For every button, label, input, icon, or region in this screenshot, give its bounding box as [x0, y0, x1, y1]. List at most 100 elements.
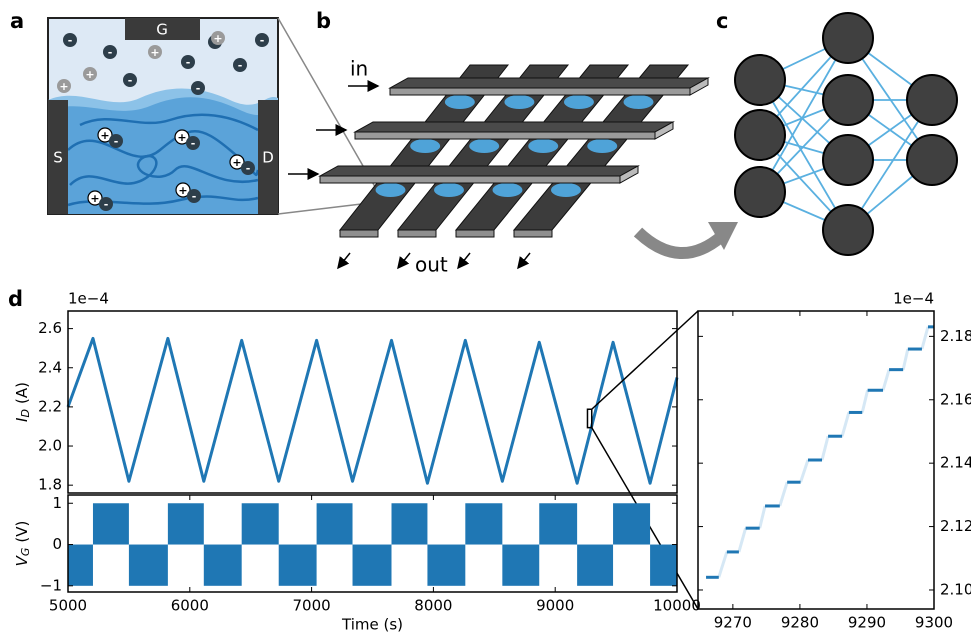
- memristor: [551, 183, 581, 197]
- ion-sign: +: [213, 32, 222, 45]
- neuron: [823, 135, 873, 185]
- gate-pulse: [502, 545, 539, 586]
- y-tick-label: 2.16: [940, 390, 971, 408]
- unit: (A): [13, 382, 31, 404]
- gate-pulse: [317, 503, 353, 544]
- memristor: [469, 139, 499, 153]
- neuron: [907, 135, 957, 185]
- memristor: [504, 95, 534, 109]
- connector: [780, 482, 787, 506]
- memristor: [624, 95, 654, 109]
- ion-sign: -: [104, 198, 109, 211]
- gate-pulse: [392, 503, 428, 544]
- output-label: out: [415, 253, 448, 277]
- y-tick-label: 2.2: [38, 397, 62, 415]
- gate-pulse: [68, 545, 93, 586]
- ion-sign: +: [150, 46, 159, 59]
- y-tick-label: 0: [52, 535, 62, 553]
- connector: [822, 436, 828, 460]
- gate-pulse: [204, 545, 242, 586]
- drain-label: D: [262, 149, 274, 167]
- y-tick-label: 2.18: [940, 327, 971, 345]
- ion-sign: -: [186, 56, 191, 69]
- neuron: [823, 205, 873, 255]
- ion-sign: -: [246, 162, 251, 175]
- x-tick-label: 8000: [414, 597, 452, 615]
- neuron: [735, 167, 785, 217]
- electrolyte: [48, 97, 278, 214]
- ion-sign: -: [191, 137, 196, 150]
- input-label: in: [350, 57, 368, 81]
- output-line-edge: [398, 230, 436, 237]
- gate-pulse: [242, 503, 279, 544]
- input-line: [355, 122, 673, 132]
- plot-frame: [68, 311, 677, 493]
- ion-sign: -: [192, 190, 197, 203]
- y-tick-label: 2.12: [940, 517, 971, 535]
- input-line: [390, 78, 708, 88]
- memristor: [528, 139, 558, 153]
- input-line-edge: [355, 132, 655, 139]
- y-tick-label: 2.4: [38, 358, 62, 376]
- unit: (V): [13, 521, 31, 543]
- panel-b: [320, 65, 708, 237]
- ion-sign: +: [178, 184, 187, 197]
- panel-label: d: [8, 287, 23, 311]
- connector: [739, 528, 746, 552]
- ion-sign: -: [108, 46, 113, 59]
- offset-label: 1e−4: [893, 290, 934, 308]
- y-tick-label: 1: [52, 494, 62, 512]
- x-tick-label: 10000: [653, 597, 701, 615]
- memristor: [564, 95, 594, 109]
- panel-c: [735, 13, 957, 255]
- y-axis-label: ID(A): [13, 382, 33, 422]
- gate-pulse: [353, 545, 392, 586]
- connector: [760, 506, 765, 528]
- y-tick-label: 2.10: [940, 580, 971, 598]
- gate-pulse: [168, 503, 204, 544]
- gate-pulse: [129, 545, 168, 586]
- ion-sign: +: [232, 156, 241, 169]
- input-line-edge: [320, 176, 620, 183]
- panel-a: G S D --------+++++-+-+-+-+-: [48, 18, 378, 214]
- output-line-edge: [340, 230, 378, 237]
- y-axis-label: VG(V): [13, 521, 33, 567]
- offset-label: 1e−4: [68, 290, 109, 308]
- source-label: S: [53, 149, 63, 167]
- y-tick-label: 1.8: [38, 476, 62, 494]
- ion-sign: -: [114, 135, 119, 148]
- curved-arrow: [638, 232, 722, 253]
- gate-pulse: [427, 545, 465, 586]
- x-tick-label: 9000: [536, 597, 574, 615]
- connector: [862, 390, 867, 412]
- ion-sign: -: [260, 34, 265, 47]
- y-tick-label: 2.6: [38, 319, 62, 337]
- neuron: [823, 13, 873, 63]
- y-tick-label: 2.14: [940, 454, 971, 472]
- x-tick-label: 7000: [293, 597, 331, 615]
- current-line: [68, 338, 677, 483]
- x-tick-label: 9280: [781, 614, 819, 632]
- panel-label: a: [10, 9, 24, 33]
- memristor: [434, 183, 464, 197]
- memristor: [410, 139, 440, 153]
- memristor: [376, 183, 406, 197]
- connector: [903, 349, 908, 370]
- zoom-box: [587, 409, 591, 427]
- ion-sign: -: [68, 34, 73, 47]
- ion-sign: +: [100, 129, 109, 142]
- gate-pulse: [93, 503, 129, 544]
- memristor: [492, 183, 522, 197]
- y-tick-label: −1: [40, 576, 62, 594]
- figure: G S D --------+++++-+-+-+-+- in out a b …: [0, 0, 971, 635]
- ion-sign: -: [196, 82, 201, 95]
- gate-pulse: [613, 503, 650, 544]
- subscript: G: [19, 548, 32, 557]
- input-line: [320, 166, 638, 176]
- x-axis-label: Time (s): [341, 616, 403, 634]
- x-tick-label: 5000: [49, 597, 87, 615]
- neuron: [735, 55, 785, 105]
- gate-pulse: [577, 545, 613, 586]
- neuron: [735, 110, 785, 160]
